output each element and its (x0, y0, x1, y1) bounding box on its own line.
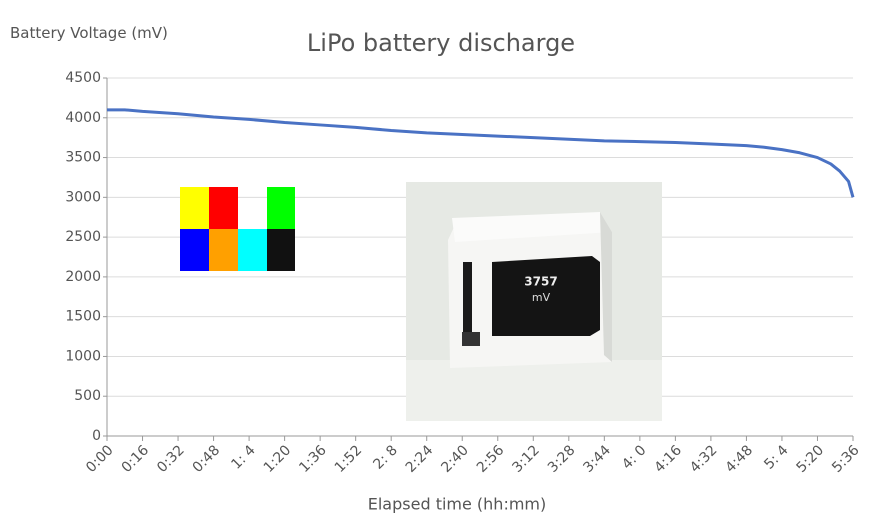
x-tick-label: 5: 4 (761, 442, 791, 472)
y-axis-label: Battery Voltage (mV) (10, 24, 168, 42)
x-tick-label: 4: 0 (619, 442, 649, 472)
x-tick-label: 1:20 (261, 442, 295, 476)
device-screen (492, 256, 600, 336)
x-tick-label: 3:12 (509, 442, 543, 476)
device-unit: mV (532, 291, 551, 304)
x-tick-label: 3:44 (580, 442, 614, 476)
swatch (180, 187, 209, 229)
x-tick-label: 4:32 (687, 442, 721, 476)
x-tick-label: 0:16 (119, 442, 153, 476)
x-tick-label: 2: 8 (370, 442, 400, 472)
y-tick-label: 500 (74, 388, 101, 404)
y-tick-label: 4500 (65, 70, 101, 86)
x-tick-label: 0:00 (83, 442, 117, 476)
device-slot (463, 262, 472, 332)
x-tick-label: 3:28 (545, 442, 579, 476)
x-tick-label: 1: 4 (228, 442, 258, 472)
x-tick-label: 1:52 (332, 442, 366, 476)
photo-inset: 3757 mV (406, 182, 662, 421)
x-tick-label: 4:48 (723, 442, 757, 476)
chart-title: LiPo battery discharge (307, 29, 575, 57)
y-tick-label: 2500 (65, 229, 101, 245)
y-tick-label: 1500 (65, 309, 101, 325)
x-axis-label: Elapsed time (hh:mm) (368, 495, 547, 514)
y-tick-label: 3500 (65, 150, 101, 166)
y-tick-label: 1000 (65, 348, 101, 364)
photo-table (406, 360, 662, 421)
swatch (180, 229, 209, 271)
y-tick-label: 2000 (65, 269, 101, 285)
swatch (238, 229, 267, 271)
color-swatches (180, 187, 295, 271)
device-lid (452, 212, 612, 242)
device-port (462, 332, 480, 346)
x-tick-label: 5:20 (794, 442, 828, 476)
y-tick-label: 3000 (65, 189, 101, 205)
swatch (209, 187, 238, 229)
device-side (600, 212, 612, 362)
x-tick-label: 2:24 (403, 442, 437, 476)
x-tick-label: 1:36 (296, 442, 330, 476)
x-tick-label: 0:32 (154, 442, 188, 476)
data-line (107, 108, 855, 198)
y-tick-label: 0 (92, 428, 101, 444)
x-tick-label: 4:16 (651, 442, 685, 476)
x-tick-label: 2:56 (474, 442, 508, 476)
swatch (209, 229, 238, 271)
x-tick-label: 2:40 (438, 442, 472, 476)
y-tick-label: 4000 (65, 110, 101, 126)
device-reading: 3757 (524, 275, 557, 289)
x-tick-label: 5:36 (829, 442, 863, 476)
x-tick-label: 0:48 (190, 442, 224, 476)
swatch (267, 229, 295, 271)
swatch (267, 187, 295, 229)
